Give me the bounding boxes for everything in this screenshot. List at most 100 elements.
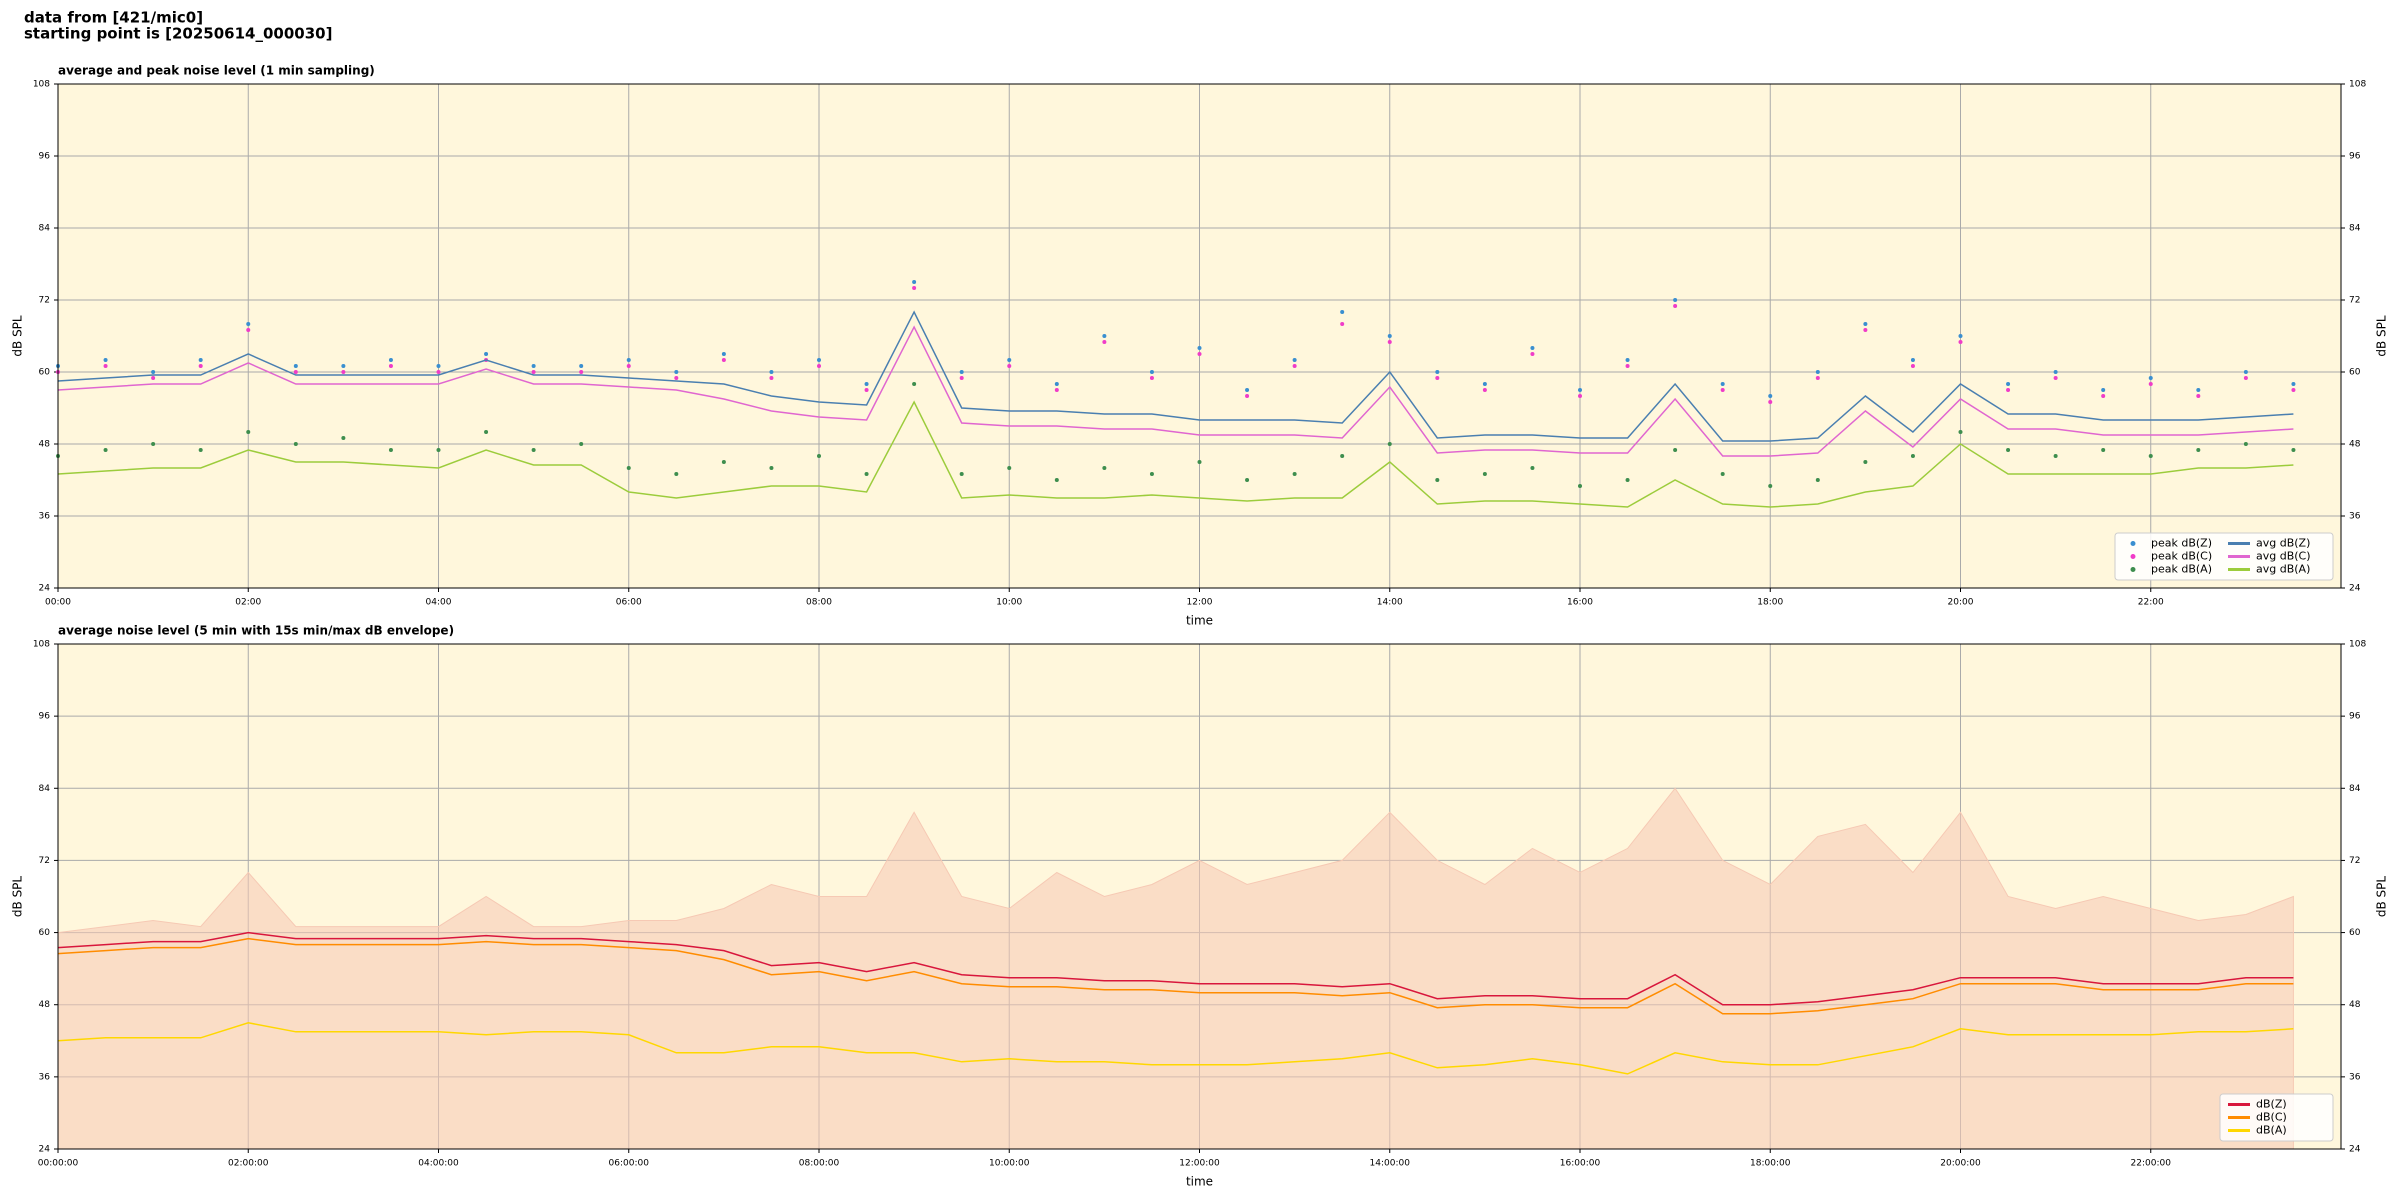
peak-point bbox=[293, 442, 298, 446]
peak-point bbox=[388, 358, 393, 362]
peak-point bbox=[721, 460, 726, 464]
x-tick-label: 18:00:00 bbox=[1750, 1159, 1791, 1169]
peak-point bbox=[198, 358, 203, 362]
peak-point bbox=[151, 376, 156, 380]
x-tick-label: 10:00 bbox=[996, 598, 1022, 608]
y2-tick-label: 96 bbox=[2349, 152, 2361, 162]
peak-point bbox=[626, 358, 631, 362]
subplot: average and peak noise level (1 min samp… bbox=[11, 64, 2389, 628]
series-line bbox=[57, 310, 2294, 442]
peak-point bbox=[912, 382, 917, 386]
peak-point bbox=[864, 472, 869, 476]
x-tick-label: 04:00 bbox=[426, 598, 452, 608]
peak-point bbox=[246, 322, 251, 326]
peak-point bbox=[103, 448, 108, 452]
peak-point bbox=[1768, 484, 1773, 488]
x-tick-label: 06:00 bbox=[616, 598, 642, 608]
peak-point bbox=[1578, 484, 1582, 488]
x-tick-label: 12:00:00 bbox=[1179, 1159, 1220, 1169]
y-tick-label: 36 bbox=[39, 512, 51, 522]
peak-point bbox=[2101, 448, 2106, 452]
peak-point bbox=[864, 388, 869, 392]
peak-point bbox=[721, 358, 726, 362]
peak-point bbox=[817, 364, 821, 368]
peak-point bbox=[341, 370, 346, 374]
peak-point bbox=[246, 328, 251, 332]
peak-point bbox=[1387, 340, 1392, 344]
header-line: data from [421/mic0] bbox=[24, 9, 203, 27]
x-tick-label: 02:00:00 bbox=[228, 1159, 269, 1169]
peak-point bbox=[1054, 478, 1059, 482]
peak-point bbox=[2006, 388, 2011, 392]
peak-point bbox=[674, 472, 679, 476]
peak-point bbox=[1958, 430, 1963, 434]
y2-tick-label: 84 bbox=[2349, 784, 2361, 794]
peak-point bbox=[959, 472, 964, 476]
x-axis-label: time bbox=[1186, 614, 1213, 628]
peak-point bbox=[1387, 334, 1392, 338]
x-tick-label: 06:00:00 bbox=[609, 1159, 650, 1169]
peak-point bbox=[1435, 370, 1440, 374]
peak-point bbox=[103, 358, 108, 362]
peak-point bbox=[1007, 358, 1012, 362]
y-tick-label: 48 bbox=[39, 440, 51, 450]
x-tick-label: 10:00:00 bbox=[989, 1159, 1030, 1169]
x-tick-label: 14:00 bbox=[1377, 598, 1403, 608]
y-tick-label: 36 bbox=[39, 1072, 51, 1082]
x-tick-label: 12:00 bbox=[1187, 598, 1213, 608]
y-tick-label: 60 bbox=[39, 928, 51, 938]
peak-point bbox=[579, 364, 584, 368]
y-tick-label: 72 bbox=[39, 296, 50, 306]
peak-point bbox=[388, 364, 393, 368]
y-tick-label: 84 bbox=[39, 784, 51, 794]
peak-point bbox=[436, 448, 441, 452]
peak-point bbox=[436, 364, 441, 368]
peak-point bbox=[1102, 340, 1107, 344]
legend-label: avg dB(C) bbox=[2256, 550, 2311, 563]
x-tick-label: 02:00 bbox=[235, 598, 261, 608]
subplot: average noise level (5 min with 15s min/… bbox=[11, 624, 2389, 1189]
peak-point bbox=[1863, 322, 1868, 326]
peak-point bbox=[2006, 448, 2011, 452]
peak-point bbox=[1815, 370, 1820, 374]
subplot-title: average noise level (5 min with 15s min/… bbox=[58, 624, 454, 638]
peak-point bbox=[103, 364, 108, 368]
header-line: starting point is [20250614_000030] bbox=[24, 25, 332, 43]
y2-tick-label: 24 bbox=[2349, 1145, 2361, 1155]
legend-label: avg dB(A) bbox=[2256, 563, 2310, 576]
peak-point bbox=[817, 454, 821, 458]
peak-point bbox=[1530, 352, 1535, 356]
peak-point bbox=[1768, 400, 1773, 404]
x-tick-label: 22:00 bbox=[2138, 598, 2164, 608]
peak-point bbox=[1863, 328, 1868, 332]
peak-point bbox=[198, 448, 203, 452]
peak-point bbox=[1340, 322, 1345, 326]
y2-tick-label: 36 bbox=[2349, 512, 2361, 522]
peak-point bbox=[769, 466, 774, 470]
peak-point bbox=[436, 370, 441, 374]
x-tick-label: 16:00:00 bbox=[1560, 1159, 1601, 1169]
peak-point bbox=[2053, 376, 2058, 380]
legend-box bbox=[2114, 532, 2334, 581]
peak-point bbox=[1102, 466, 1107, 470]
y2-tick-label: 108 bbox=[2349, 80, 2366, 90]
peak-point bbox=[1720, 472, 1725, 476]
peak-point bbox=[1435, 376, 1440, 380]
peak-point bbox=[1625, 478, 1630, 482]
peak-point bbox=[579, 370, 584, 374]
peak-point bbox=[531, 364, 536, 368]
legend-label: dB(Z) bbox=[2256, 1098, 2287, 1111]
peak-point bbox=[2291, 388, 2296, 392]
envelope-area bbox=[57, 787, 2294, 1150]
peak-point bbox=[1578, 394, 1582, 398]
peak-point bbox=[1673, 298, 1678, 302]
peak-point bbox=[484, 430, 489, 434]
peak-point bbox=[1673, 448, 1678, 452]
y2-tick-label: 60 bbox=[2349, 368, 2361, 378]
peak-point bbox=[769, 370, 774, 374]
peak-point bbox=[959, 370, 964, 374]
x-tick-label: 08:00:00 bbox=[799, 1159, 840, 1169]
y-tick-label: 84 bbox=[39, 224, 51, 234]
x-tick-label: 14:00:00 bbox=[1370, 1159, 1411, 1169]
peak-point bbox=[1292, 358, 1297, 362]
